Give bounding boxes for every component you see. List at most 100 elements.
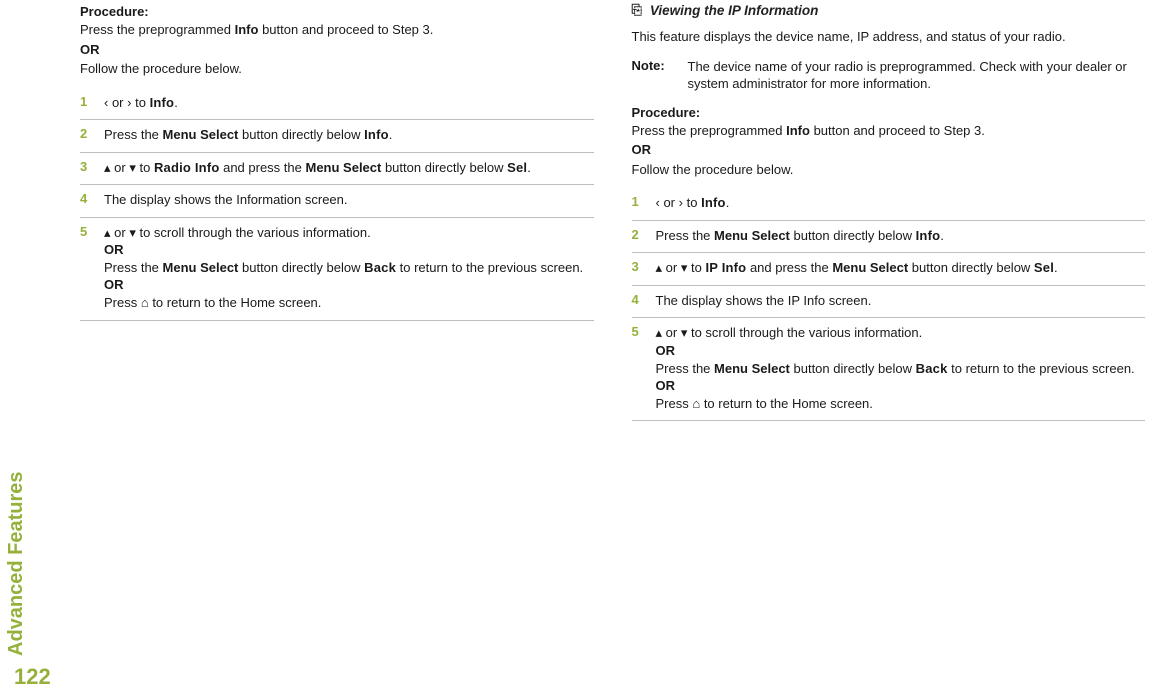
- or-text: OR: [656, 378, 676, 393]
- step-4: 4 The display shows the Information scre…: [80, 185, 594, 218]
- ui-term-sel: Sel: [1034, 260, 1054, 275]
- text: button directly below: [238, 260, 364, 275]
- text: to scroll through the various informatio…: [136, 225, 371, 240]
- procedure-label: Procedure:: [80, 4, 594, 19]
- procedure-steps: 1 ‹ or › to Info. 2 Press the Menu Selec…: [80, 88, 594, 321]
- step-number: 4: [632, 292, 646, 310]
- step-2: 2 Press the Menu Select button directly …: [632, 221, 1146, 254]
- step-body: Press the Menu Select button directly be…: [104, 126, 594, 144]
- step-body: ▴ or ▾ to scroll through the various inf…: [656, 324, 1146, 412]
- text: or: [108, 95, 127, 110]
- text: button directly below: [381, 160, 507, 175]
- step-body: Press the Menu Select button directly be…: [656, 227, 1146, 245]
- step-3: 3 ▴ or ▾ to IP Info and press the Menu S…: [632, 253, 1146, 286]
- step-body: ▴ or ▾ to IP Info and press the Menu Sel…: [656, 259, 1146, 277]
- text: button directly below: [790, 361, 916, 376]
- step-number: 5: [632, 324, 646, 412]
- ui-term-info: Info: [916, 228, 941, 243]
- section-icon: ⎘: [632, 2, 642, 18]
- step-number: 3: [632, 259, 646, 277]
- step-number: 1: [632, 194, 646, 212]
- left-column: Procedure: Press the preprogrammed Info …: [80, 2, 594, 421]
- text: Press the: [656, 361, 715, 376]
- text: .: [174, 95, 178, 110]
- text: .: [389, 127, 393, 142]
- page-number: 122: [14, 664, 51, 690]
- right-column: ⎘ Viewing the IP Information This featur…: [632, 2, 1146, 421]
- text: Press the: [104, 260, 163, 275]
- step-number: 2: [632, 227, 646, 245]
- menu-select-bold: Menu Select: [832, 260, 908, 275]
- text: Press the: [656, 228, 715, 243]
- text: to: [136, 160, 154, 175]
- step-body: The display shows the IP Info screen.: [656, 292, 1146, 310]
- section-heading: ⎘ Viewing the IP Information: [632, 2, 1146, 18]
- text: .: [940, 228, 944, 243]
- note-block: Note: The device name of your radio is p…: [632, 58, 1146, 93]
- text: or: [662, 260, 681, 275]
- intro-or: OR: [80, 41, 594, 59]
- text: to return to the previous screen.: [396, 260, 583, 275]
- text: or: [111, 160, 130, 175]
- note-body: The device name of your radio is preprog…: [688, 58, 1146, 93]
- text: to: [131, 95, 149, 110]
- step-1: 1 ‹ or › to Info.: [80, 88, 594, 121]
- section-title: Viewing the IP Information: [650, 3, 819, 18]
- menu-select-bold: Menu Select: [714, 361, 790, 376]
- ui-term-ip-info: IP Info: [705, 260, 746, 275]
- info-bold: Info: [235, 22, 259, 37]
- text: Press the preprogrammed: [80, 22, 235, 37]
- intro-or: OR: [632, 141, 1146, 159]
- text: or: [662, 325, 681, 340]
- ui-term-back: Back: [364, 260, 396, 275]
- ui-term-radio-info: Radio Info: [154, 160, 220, 175]
- text: and press the: [746, 260, 832, 275]
- step-5: 5 ▴ or ▾ to scroll through the various i…: [632, 318, 1146, 421]
- or-text: OR: [104, 277, 124, 292]
- menu-select-bold: Menu Select: [163, 127, 239, 142]
- text: to scroll through the various informatio…: [687, 325, 922, 340]
- step-body: ‹ or › to Info.: [656, 194, 1146, 212]
- text: .: [726, 195, 730, 210]
- procedure-steps: 1 ‹ or › to Info. 2 Press the Menu Selec…: [632, 188, 1146, 421]
- text: or: [660, 195, 679, 210]
- text: Press: [104, 295, 141, 310]
- intro-line-2: Follow the procedure below.: [632, 161, 1146, 179]
- text: and press the: [219, 160, 305, 175]
- info-bold: Info: [786, 123, 810, 138]
- step-body: ‹ or › to Info.: [104, 94, 594, 112]
- text: to return to the Home screen.: [700, 396, 873, 411]
- section-lead: This feature displays the device name, I…: [632, 28, 1146, 46]
- text: Press the: [104, 127, 163, 142]
- text: button and proceed to Step 3.: [810, 123, 985, 138]
- ui-term-back: Back: [916, 361, 948, 376]
- or-text: OR: [104, 242, 124, 257]
- menu-select-bold: Menu Select: [305, 160, 381, 175]
- step-number: 1: [80, 94, 94, 112]
- text: .: [1054, 260, 1058, 275]
- step-2: 2 Press the Menu Select button directly …: [80, 120, 594, 153]
- text: or: [111, 225, 130, 240]
- text: to return to the previous screen.: [948, 361, 1135, 376]
- or-text: OR: [656, 343, 676, 358]
- ui-term-info: Info: [150, 95, 175, 110]
- text: button directly below: [790, 228, 916, 243]
- step-body: The display shows the Information screen…: [104, 191, 594, 209]
- ui-term-sel: Sel: [507, 160, 527, 175]
- procedure-label: Procedure:: [632, 105, 1146, 120]
- content-columns: Procedure: Press the preprogrammed Info …: [0, 0, 1171, 421]
- intro-line-1: Press the preprogrammed Info button and …: [80, 21, 594, 39]
- sidebar-section-label: Advanced Features: [5, 471, 28, 656]
- intro-line-1: Press the preprogrammed Info button and …: [632, 122, 1146, 140]
- text: to return to the Home screen.: [149, 295, 322, 310]
- step-body: ▴ or ▾ to Radio Info and press the Menu …: [104, 159, 594, 177]
- step-number: 5: [80, 224, 94, 312]
- ui-term-info: Info: [364, 127, 389, 142]
- step-3: 3 ▴ or ▾ to Radio Info and press the Men…: [80, 153, 594, 186]
- text: Press the preprogrammed: [632, 123, 787, 138]
- menu-select-bold: Menu Select: [163, 260, 239, 275]
- menu-select-bold: Menu Select: [714, 228, 790, 243]
- note-label: Note:: [632, 58, 676, 73]
- text: button directly below: [908, 260, 1034, 275]
- text: Press: [656, 396, 693, 411]
